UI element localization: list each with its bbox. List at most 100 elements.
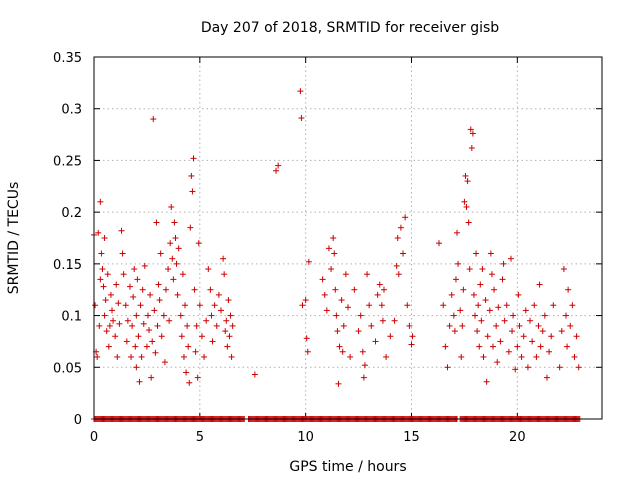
data-point (192, 348, 199, 355)
data-point (541, 312, 548, 319)
data-point (383, 353, 390, 360)
data-point (515, 291, 522, 298)
data-point (132, 343, 139, 350)
x-axis-title: GPS time / hours (289, 459, 406, 475)
data-point (524, 364, 531, 371)
data-point (334, 328, 341, 335)
data-point (480, 353, 487, 360)
data-point (141, 262, 148, 269)
data-point (303, 335, 310, 342)
data-point (500, 260, 507, 267)
data-point (448, 291, 455, 298)
data-point (153, 219, 160, 226)
data-point (183, 369, 190, 376)
data-point (161, 359, 168, 366)
data-point (174, 291, 181, 298)
data-point (165, 266, 172, 273)
data-point (227, 312, 234, 319)
data-point (560, 266, 567, 273)
data-point (144, 312, 151, 319)
data-point (450, 312, 457, 319)
data-point (152, 349, 159, 356)
data-point (147, 291, 154, 298)
data-point (535, 322, 542, 329)
data-point (203, 317, 210, 324)
data-point (225, 297, 232, 304)
data-point (131, 266, 138, 273)
data-point (136, 378, 143, 385)
data-point (543, 374, 550, 381)
data-point (122, 302, 129, 309)
data-point (409, 333, 416, 340)
data-point (328, 266, 335, 273)
y-tick-label: 0.3 (61, 103, 82, 118)
data-point (333, 312, 340, 319)
data-point (167, 240, 174, 247)
data-point (330, 235, 337, 241)
data-point (558, 328, 565, 335)
data-point (406, 322, 413, 329)
data-point (400, 250, 407, 257)
data-point (205, 266, 212, 273)
data-point (101, 312, 108, 319)
data-point (459, 322, 466, 329)
data-point (536, 281, 543, 288)
data-point (397, 224, 404, 231)
y-tick-label: 0.15 (53, 258, 82, 273)
data-point (179, 271, 186, 278)
data-point (364, 271, 371, 278)
data-point (484, 333, 491, 340)
data-point (404, 302, 411, 309)
data-point (99, 266, 106, 273)
data-point (156, 297, 163, 304)
data-point (446, 322, 453, 329)
data-point (213, 322, 220, 329)
data-point (108, 307, 115, 314)
data-point (96, 322, 103, 329)
x-tick-labels: 0 5 10 15 20 (90, 430, 526, 445)
data-point (158, 333, 165, 340)
data-point (325, 245, 332, 252)
data-point (387, 333, 394, 340)
x-tick-label: 15 (403, 430, 420, 445)
chart-title: Day 207 of 2018, SRMTID for receiver gis… (201, 20, 499, 36)
data-point (488, 271, 495, 278)
data-point (178, 333, 185, 340)
data-point (113, 281, 120, 288)
axis-ticks (93, 56, 602, 420)
data-point (118, 227, 125, 234)
data-point (228, 353, 235, 360)
data-point (172, 235, 179, 241)
data-point (408, 341, 415, 348)
data-point (198, 333, 205, 340)
data-point (180, 353, 187, 360)
data-point (95, 229, 102, 236)
data-point (150, 116, 157, 123)
data-point (137, 302, 144, 309)
data-point (571, 353, 578, 360)
data-point (129, 322, 136, 329)
data-point (550, 302, 557, 309)
data-point (187, 224, 194, 231)
data-point (182, 302, 189, 309)
data-point (120, 271, 127, 278)
data-point (546, 348, 553, 355)
data-point (393, 262, 400, 269)
data-point (297, 88, 304, 95)
data-point (452, 276, 459, 283)
data-point (338, 297, 345, 304)
data-point (499, 276, 506, 283)
data-point (533, 353, 540, 360)
data-point (135, 333, 142, 340)
data-point (462, 172, 469, 179)
data-point (470, 291, 477, 298)
data-point (104, 271, 111, 278)
data-point (537, 343, 544, 350)
data-point (495, 304, 502, 311)
data-point (224, 343, 231, 350)
data-point (139, 286, 146, 293)
data-point (503, 302, 510, 309)
data-point (378, 302, 385, 309)
data-point (360, 374, 367, 381)
